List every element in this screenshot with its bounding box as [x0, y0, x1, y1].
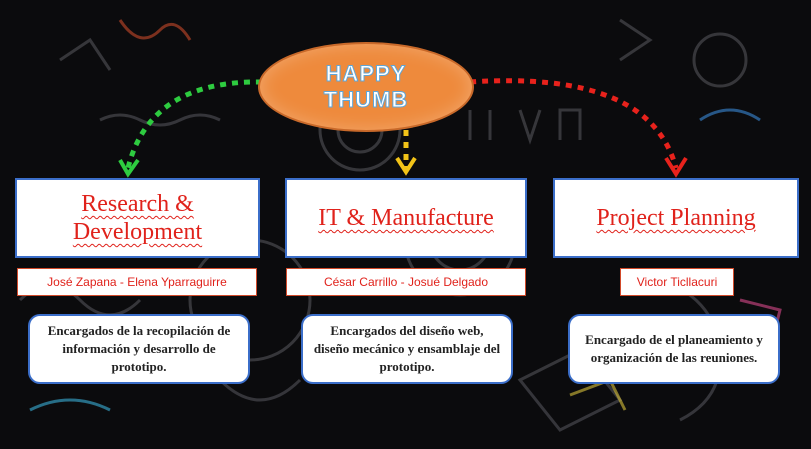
- hub-title-line2: THUMB: [323, 87, 409, 113]
- dept-title: Project Planning: [596, 205, 756, 231]
- members-planning: Victor Ticllacuri: [620, 268, 734, 296]
- desc-research: Encargados de la recopilación de informa…: [28, 314, 250, 384]
- desc-planning: Encargado de el planeamiento y organizac…: [568, 314, 780, 384]
- dept-title: Research & Development: [72, 191, 203, 245]
- dept-title: IT & Manufacture: [318, 205, 494, 231]
- desc-it: Encargados del diseño web, diseño mecáni…: [301, 314, 513, 384]
- dept-project-planning: Project Planning: [553, 178, 799, 258]
- members-it: César Carrillo - Josué Delgado: [286, 268, 526, 296]
- happy-thumb-hub: HAPPY THUMB: [258, 42, 474, 132]
- members-research: José Zapana - Elena Yparraguirre: [17, 268, 257, 296]
- hub-title-line1: HAPPY: [325, 61, 407, 87]
- dept-it-manufacture: IT & Manufacture: [285, 178, 527, 258]
- dept-research-development: Research & Development: [15, 178, 260, 258]
